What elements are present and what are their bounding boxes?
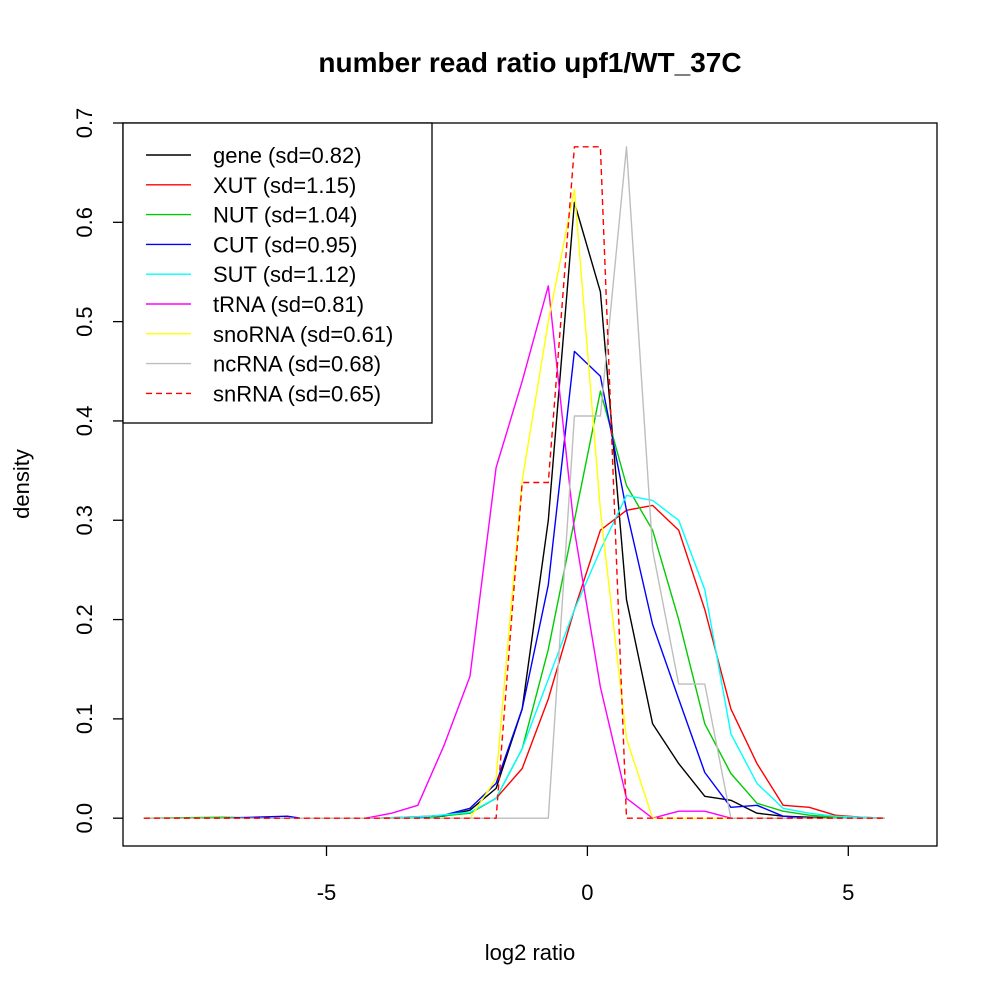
y-tick-label-5: 0.5 [72,306,97,337]
series-line-sut [143,494,885,819]
y-tick-label-3: 0.3 [72,505,97,536]
legend-label-snorna: snoRNA (sd=0.61) [213,322,393,347]
y-tick-label-2: 0.2 [72,604,97,635]
legend-label-ncrna: ncRNA (sd=0.68) [213,352,381,377]
legend-label-gene: gene (sd=0.82) [213,143,362,168]
x-tick-label-1: 0 [581,880,593,905]
series-line-snrna [143,146,885,819]
plot-frame [122,122,938,847]
x-tick-label-0: -5 [317,880,337,905]
series-line-nut [143,390,885,819]
y-tick-label-4: 0.4 [72,406,97,437]
legend-label-xut: XUT (sd=1.15) [213,173,356,198]
series-lines [143,146,885,819]
legend-label-sut: SUT (sd=1.12) [213,262,356,287]
y-tick-label-7: 0.7 [72,108,97,139]
x-tick-label-2: 5 [842,880,854,905]
series-line-xut [143,504,885,819]
legend-label-cut: CUT (sd=0.95) [213,232,357,257]
legend-items: gene (sd=0.82) XUT (sd=1.15) NUT (sd=1.04)… [146,143,393,406]
legend-box [122,122,433,424]
x-axis-label: log2 ratio [485,940,576,965]
y-tick-label-1: 0.1 [72,704,97,735]
legend: gene (sd=0.82) XUT (sd=1.15) NUT (sd=1.04)… [122,122,433,424]
chart-title: number read ratio upf1/WT_37C [318,47,741,78]
y-axis: 0.0 0.1 0.2 0.3 0.4 0.5 0.6 0.7 [72,108,123,834]
y-axis-label: density [9,449,34,519]
legend-label-nut: NUT (sd=1.04) [213,203,357,228]
legend-label-trna: tRNA (sd=0.81) [213,292,364,317]
y-tick-label-0: 0.0 [72,803,97,834]
legend-label-snrna: snRNA (sd=0.65) [213,381,381,406]
x-axis: -5 0 5 [317,846,854,905]
y-tick-label-6: 0.6 [72,207,97,238]
